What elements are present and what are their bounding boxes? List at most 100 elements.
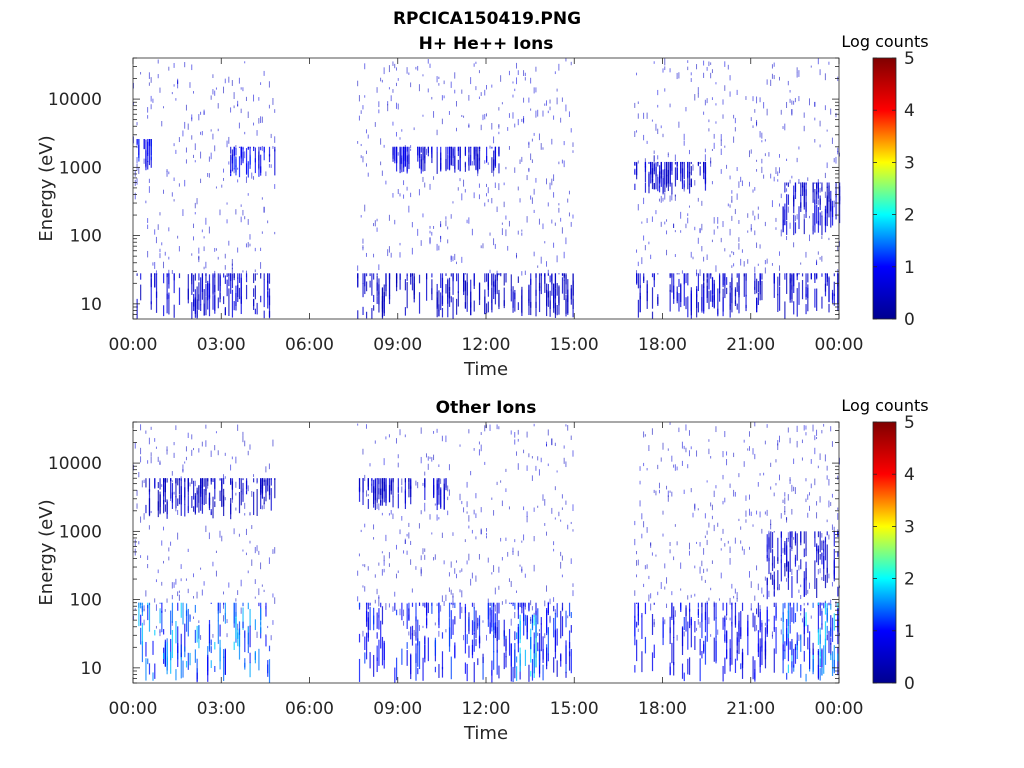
spectrogram-pixel (704, 535, 706, 539)
spectrogram-pixel (669, 541, 671, 546)
spectrogram-pixel (486, 183, 487, 187)
spectrogram-pixel (360, 529, 362, 533)
spectrogram-pixel (237, 167, 239, 170)
spectrogram-pixel (240, 579, 242, 587)
spectrogram-pixel (517, 429, 519, 435)
spectrogram-pixel (833, 293, 835, 306)
spectrogram-pixel (185, 147, 187, 153)
spectrogram-pixel (766, 509, 768, 516)
spectrogram-pixel (648, 445, 650, 452)
spectrogram-pixel (824, 105, 826, 111)
spectrogram-pixel (477, 617, 479, 627)
spectrogram-pixel (830, 653, 832, 661)
spectrogram-pixel (445, 284, 447, 294)
spectrogram-pixel (440, 235, 442, 243)
spectrogram-pixel (524, 603, 526, 610)
spectrogram-pixel (824, 638, 827, 665)
spectrogram-pixel (796, 273, 798, 276)
spectrogram-pixel (722, 528, 724, 534)
spectrogram-pixel (826, 465, 828, 471)
spectrogram-pixel (722, 474, 724, 480)
colorbar-tick-label: 4 (904, 101, 915, 121)
spectrogram-pixel (155, 579, 157, 583)
spectrogram-pixel (155, 270, 157, 273)
spectrogram-pixel (187, 588, 189, 594)
spectrogram-pixel (637, 204, 639, 211)
spectrogram-pixel (816, 288, 818, 311)
spectrogram-pixel (710, 273, 712, 279)
spectrogram-pixel (637, 628, 639, 632)
spectrogram-pixel (447, 146, 449, 155)
spectrogram-pixel (231, 478, 234, 500)
spectrogram-pixel (397, 78, 399, 81)
spectrogram-pixel (388, 246, 390, 253)
spectrogram-pixel (191, 273, 193, 285)
spectrogram-pixel (510, 289, 512, 302)
spectrogram-pixel (636, 249, 638, 253)
spectrogram-pixel (436, 129, 438, 136)
spectrogram-pixel (219, 602, 221, 614)
spectrogram-pixel (274, 478, 276, 480)
spectrogram-pixel (145, 658, 147, 681)
spectrogram-pixel (717, 225, 719, 229)
spectrogram-pixel (701, 613, 703, 639)
spectrogram-pixel (267, 273, 269, 283)
spectrogram-pixel (253, 146, 255, 148)
spectrogram-pixel (664, 88, 666, 92)
spectrogram-pixel (136, 273, 138, 276)
spectrogram-pixel (249, 243, 251, 247)
spectrogram-pixel (780, 193, 782, 199)
spectrogram-pixel (463, 507, 465, 513)
spectrogram-pixel (433, 557, 435, 561)
spectrogram-pixel (510, 643, 512, 667)
spectrogram-pixel (641, 533, 643, 539)
spectrogram-pixel (764, 649, 767, 660)
spectrogram-pixel (664, 161, 666, 185)
spectrogram-pixel (217, 256, 219, 260)
spectrogram-pixel (445, 146, 447, 170)
spectrogram-pixel (251, 559, 253, 566)
spectrogram-pixel (796, 533, 798, 561)
spectrogram-pixel (452, 593, 454, 598)
spectrogram-pixel (634, 131, 636, 137)
spectrogram-pixel (778, 154, 780, 158)
spectrogram-pixel (729, 254, 731, 258)
spectrogram-pixel (553, 541, 555, 546)
spectrogram-pixel (457, 159, 459, 170)
spectrogram-pixel (173, 452, 175, 458)
spectrogram-pixel (771, 549, 774, 571)
spectrogram-pixel (688, 542, 690, 550)
spectrogram-pixel (782, 126, 784, 129)
spectrogram-pixel (512, 547, 514, 553)
spectrogram-pixel (152, 262, 154, 266)
spectrogram-pixel (210, 152, 212, 160)
spectrogram-pixel (565, 640, 567, 664)
spectrogram-pixel (148, 178, 150, 183)
spectrogram-pixel (185, 610, 188, 632)
spectrogram-pixel (455, 560, 457, 563)
spectrogram-pixel (200, 304, 202, 312)
spectrogram-pixel (395, 102, 397, 109)
spectrogram-pixel (690, 78, 692, 82)
spectrogram-pixel (546, 531, 548, 536)
spectrogram-pixel (831, 493, 833, 498)
spectrogram-pixel (662, 175, 664, 193)
spectrogram-pixel (734, 300, 737, 307)
spectrogram-pixel (664, 563, 666, 569)
spectrogram-pixel (500, 480, 502, 483)
spectrogram-pixel (198, 256, 200, 263)
spectrogram-pixel (729, 75, 731, 81)
spectrogram-pixel (394, 63, 396, 69)
spectrogram-pixel (800, 584, 802, 588)
spectrogram-pixel (383, 555, 385, 562)
spectrogram-pixel (177, 643, 179, 668)
spectrogram-pixel (392, 121, 394, 126)
spectrogram-pixel (494, 626, 497, 639)
spectrogram-pixel (251, 490, 253, 497)
spectrogram-pixel (459, 602, 461, 619)
spectrogram-pixel (718, 290, 721, 302)
spectrogram-pixel (171, 483, 174, 509)
colorbar-tick-label: 1 (904, 622, 915, 642)
spectrogram-pixel (724, 61, 726, 67)
spectrogram-pixel (438, 464, 440, 467)
